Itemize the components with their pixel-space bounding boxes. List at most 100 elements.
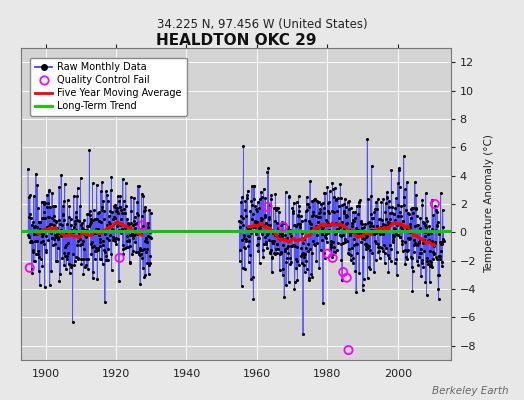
Point <box>246 208 255 214</box>
Point <box>431 240 440 247</box>
Point <box>100 208 108 215</box>
Point <box>372 229 380 236</box>
Point <box>119 251 127 258</box>
Point <box>269 229 277 236</box>
Point <box>113 222 122 229</box>
Point <box>105 219 113 225</box>
Point <box>407 206 416 212</box>
Point <box>140 204 149 211</box>
Point <box>33 224 41 231</box>
Point <box>372 257 380 264</box>
Point <box>37 230 45 236</box>
Point <box>260 241 268 247</box>
Point <box>133 230 141 237</box>
Point <box>355 269 363 276</box>
Point <box>104 224 112 230</box>
Point <box>402 206 410 213</box>
Point <box>283 243 292 250</box>
Point <box>109 234 117 240</box>
Point <box>399 218 408 224</box>
Point <box>436 253 444 259</box>
Point <box>348 223 356 230</box>
Point <box>301 268 309 275</box>
Point <box>325 199 333 205</box>
Point <box>302 244 310 251</box>
Y-axis label: Temperature Anomaly (°C): Temperature Anomaly (°C) <box>485 134 495 274</box>
Point <box>340 224 348 231</box>
Point <box>125 237 133 243</box>
Point <box>28 249 37 256</box>
Point <box>304 241 312 247</box>
Point <box>33 182 41 188</box>
Point <box>425 258 434 264</box>
Point <box>394 212 402 219</box>
Point <box>318 237 326 243</box>
Point <box>118 210 126 216</box>
Point <box>314 198 323 205</box>
Point <box>347 220 356 226</box>
Point <box>356 197 364 204</box>
Point <box>418 202 427 208</box>
Point <box>312 258 320 265</box>
Point <box>73 242 82 248</box>
Point <box>316 206 324 212</box>
Point <box>236 228 245 234</box>
Point <box>346 205 355 212</box>
Point <box>40 284 49 290</box>
Point <box>288 235 296 241</box>
Point <box>358 225 366 231</box>
Point <box>114 236 122 242</box>
Point <box>55 184 63 190</box>
Point <box>62 266 70 272</box>
Point <box>282 245 291 252</box>
Point <box>241 207 249 214</box>
Point <box>318 230 326 237</box>
Point <box>430 240 438 247</box>
Point <box>303 201 312 207</box>
Point <box>101 231 110 237</box>
Point <box>341 236 350 242</box>
Point <box>32 238 41 244</box>
Point <box>341 196 349 202</box>
Point <box>83 210 92 217</box>
Point <box>281 188 290 195</box>
Point <box>237 283 246 290</box>
Point <box>106 220 114 227</box>
Point <box>354 233 362 239</box>
Point <box>404 234 412 241</box>
Point <box>72 214 80 220</box>
Point <box>371 206 379 213</box>
Point <box>309 238 317 244</box>
Point <box>35 219 43 225</box>
Point <box>85 147 94 153</box>
Point <box>315 210 323 216</box>
Point <box>59 211 68 218</box>
Point <box>95 217 103 224</box>
Point <box>381 209 390 216</box>
Point <box>93 182 101 188</box>
Point <box>420 229 429 236</box>
Point <box>324 221 333 227</box>
Point <box>304 218 313 224</box>
Point <box>388 234 397 240</box>
Point <box>48 242 57 248</box>
Point <box>402 228 410 234</box>
Point <box>431 202 439 209</box>
Point <box>255 260 264 266</box>
Point <box>358 235 366 242</box>
Point <box>76 242 84 249</box>
Point <box>236 223 244 230</box>
Point <box>260 212 269 218</box>
Point <box>116 193 124 199</box>
Point <box>263 232 271 238</box>
Point <box>267 192 275 198</box>
Point <box>326 246 334 253</box>
Point <box>57 226 65 233</box>
Point <box>322 231 330 238</box>
Point <box>329 186 337 192</box>
Point <box>258 216 266 222</box>
Point <box>286 230 294 236</box>
Point <box>347 257 355 263</box>
Point <box>89 269 97 275</box>
Point <box>255 205 263 212</box>
